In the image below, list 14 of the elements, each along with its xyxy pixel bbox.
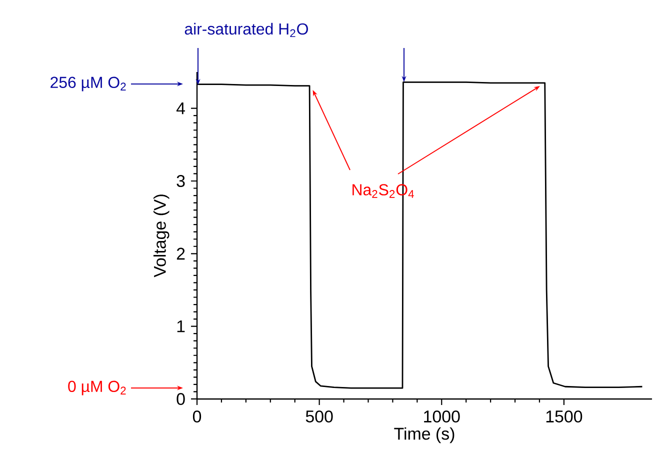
text: air-saturated H$_{2}$O: [184, 22, 308, 38]
y-tick-label: 1: [177, 320, 185, 332]
text: 256 µM O$_{2}$: [50, 76, 126, 92]
y-tick-label: 2: [176, 248, 185, 260]
y-tick-label: 4: [176, 102, 185, 114]
x-tick-label: 1000: [424, 410, 460, 422]
x-tick-label: 0: [192, 410, 202, 422]
x-tick-label: 500: [306, 410, 333, 422]
x-axis-title: Time (s): [394, 427, 454, 444]
x-tick-label: 1500: [546, 410, 582, 422]
y-tick-label: 0: [176, 392, 185, 405]
y-axis-title: Voltage (V): [153, 194, 170, 278]
text: 0 µM O$_{2}$: [68, 380, 126, 396]
y-tick-label: 3: [176, 174, 185, 187]
